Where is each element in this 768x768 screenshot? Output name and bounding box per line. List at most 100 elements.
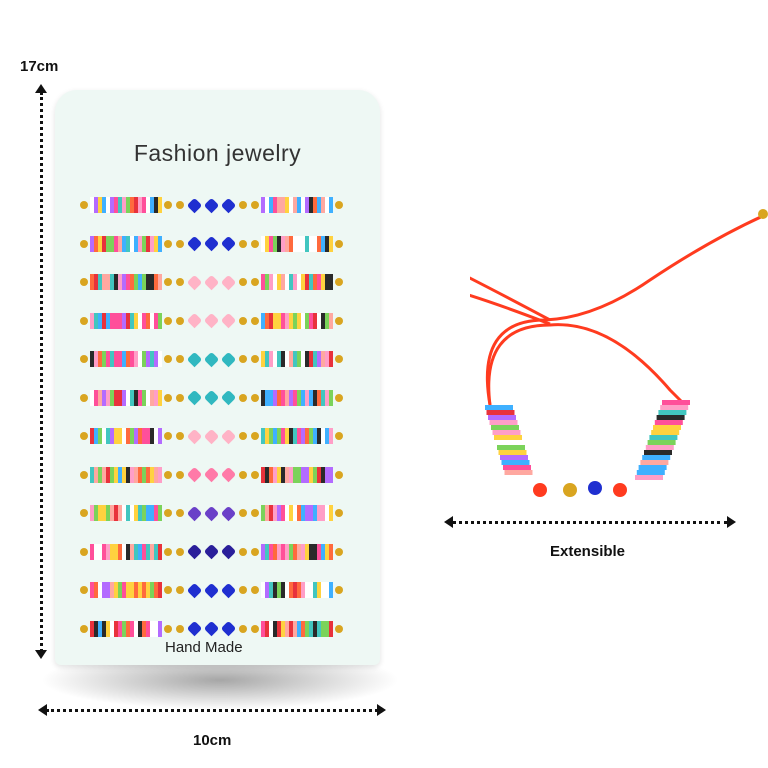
clay-disc [130,351,134,367]
clay-disc [150,466,154,483]
clay-disc [122,235,126,252]
clay-disc [118,312,122,329]
clay-disc [130,197,134,213]
clay-disc [118,197,122,213]
gold-bead [239,239,247,248]
clay-disc [269,620,273,637]
clay-disc [146,235,150,252]
clay-disc [498,450,527,455]
clay-disc [329,466,333,483]
clay-disc [285,543,289,560]
clay-disc [90,543,94,560]
gold-bead [80,547,88,556]
clay-disc [289,389,293,406]
clay-disc [281,274,285,290]
bracelet [78,312,363,329]
clay-disc [130,620,134,637]
clay-disc [301,351,305,367]
heart-charm [203,235,220,252]
clay-disc [325,582,329,598]
gold-bead [176,355,184,363]
clay-disc [261,351,265,367]
clay-disc [486,410,515,415]
clay-disc [293,274,297,290]
clay-disc [118,620,122,637]
clay-disc [138,466,142,483]
clay-disc [500,455,528,460]
gold-bead [335,547,343,556]
clay-disc [98,505,102,521]
clay-disc [305,466,309,483]
clay-disc [98,428,102,444]
card-footer: Hand Made [165,639,243,656]
clay-disc [110,543,114,560]
gold-bead [164,470,172,479]
clay-disc [293,197,297,213]
clay-disc [321,351,325,367]
clay-disc [158,505,162,521]
clay-disc [130,274,134,290]
clay-disc [325,235,329,252]
clay-disc [98,274,102,290]
heart-charm [203,543,220,560]
end-bead [758,209,768,219]
clay-disc [301,312,305,329]
gold-bead [335,201,343,209]
heart-charm [186,620,203,637]
clay-disc [118,505,122,521]
clay-disc [126,389,130,406]
gold-bead [80,278,88,286]
clay-disc [261,582,265,598]
heart-charm [220,428,237,444]
clay-disc [301,620,305,637]
clay-disc [273,197,277,213]
clay-disc [289,235,293,252]
gold-bead [239,393,247,402]
clay-disc [158,428,162,444]
clay-disc [293,466,297,483]
gold-bead [176,509,184,517]
clay-disc [289,428,293,444]
clay-disc [281,235,285,252]
clay-disc [329,505,333,521]
clay-disc [640,460,669,465]
clay-disc [313,543,317,560]
bracelet [78,389,363,406]
clay-disc [329,582,333,598]
clay-disc [261,428,265,444]
clay-disc [102,543,106,560]
clay-disc [651,430,680,435]
clay-disc [277,197,281,213]
clay-disc [301,274,305,290]
clay-disc [110,274,114,290]
clay-disc [297,620,301,637]
clay-disc [321,582,325,598]
clay-disc [649,435,678,440]
clay-disc [297,543,301,560]
clay-disc [644,450,672,455]
clay-disc [146,466,150,483]
clay-disc [138,582,142,598]
width-label: 10cm [193,732,232,749]
clay-disc [114,543,118,560]
clay-disc [158,389,162,406]
clay-disc [297,312,301,329]
bracelet [78,274,363,290]
cord [470,276,551,322]
clay-disc [122,620,126,637]
clay-disc [660,405,689,410]
gold-bead [164,316,172,325]
clay-disc [503,465,531,470]
clay-disc [281,543,285,560]
clay-disc [285,312,289,329]
clay-disc [110,582,114,598]
clay-disc [94,389,98,406]
clay-disc [269,582,273,598]
clay-disc [154,505,158,521]
clay-disc [126,582,130,598]
clay-disc [662,400,690,405]
clay-disc [277,582,281,598]
clay-disc [154,235,158,252]
clay-disc [134,235,138,252]
clay-disc [285,235,289,252]
